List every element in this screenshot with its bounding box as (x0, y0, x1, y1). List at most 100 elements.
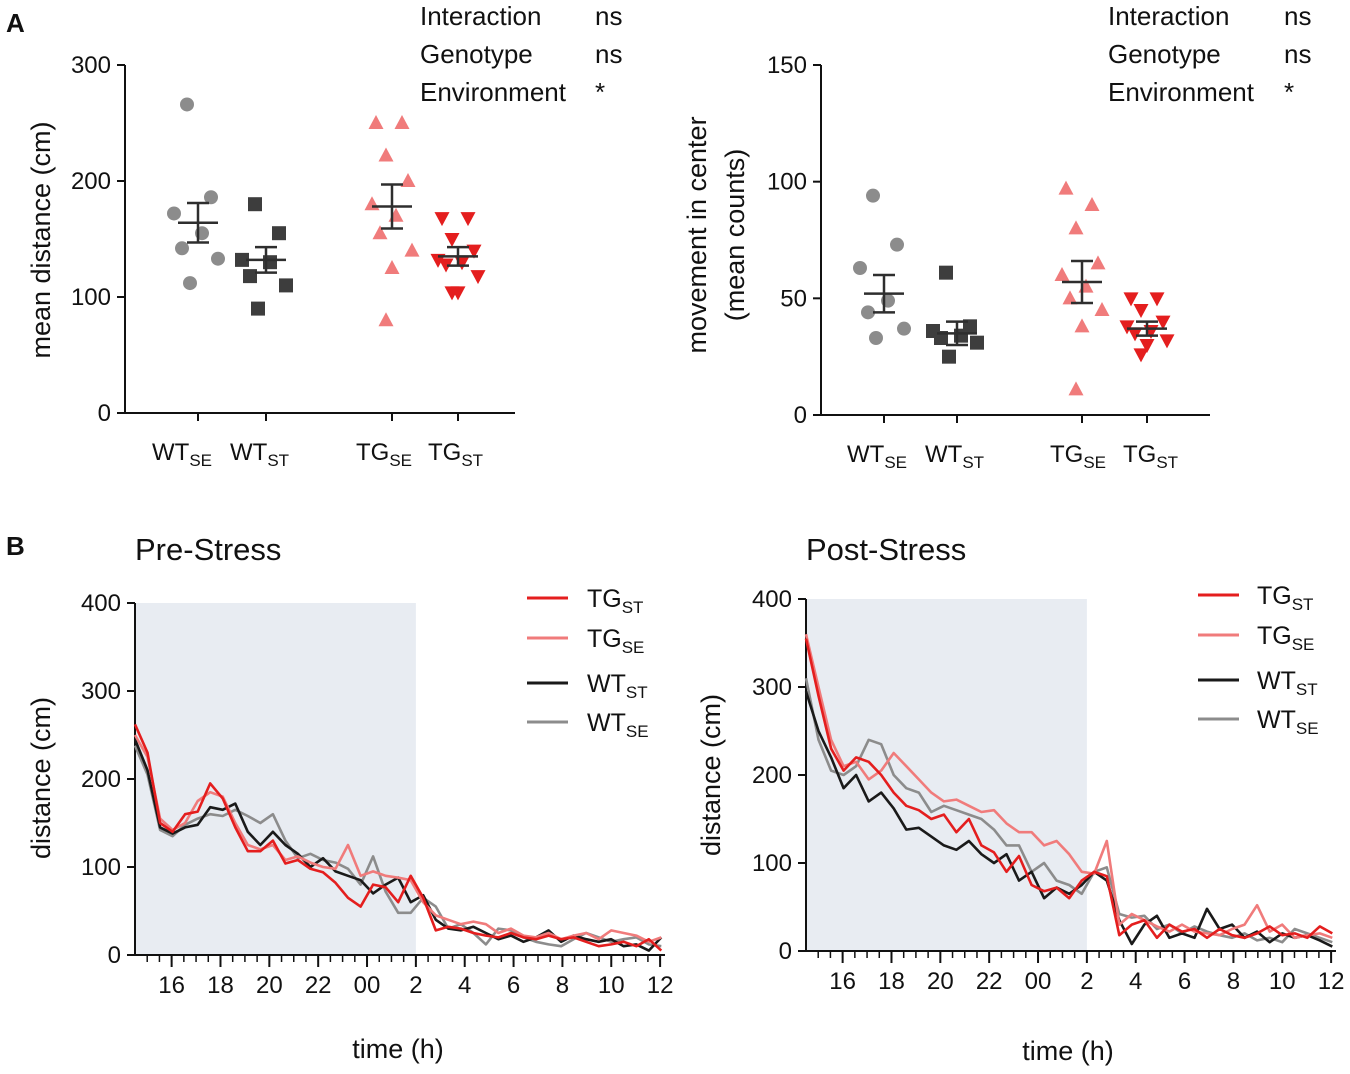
data-point (204, 190, 218, 205)
data-point (853, 261, 867, 275)
data-point (378, 312, 394, 327)
panel-letter-a: A (6, 8, 25, 38)
data-point (180, 97, 194, 112)
y-axis-label: movement in center (682, 116, 712, 353)
legend: TGST TGSE WTST WTSE (1198, 582, 1319, 738)
x-tick-label: 22 (305, 972, 332, 999)
scatter-chart-center-movement: movement in center (mean counts) Interac… (682, 1, 1311, 472)
x-tick-label: 00 (354, 972, 381, 999)
legend-label: TGST (587, 585, 643, 617)
legend: TGST TGSE WTST WTSE (527, 585, 649, 741)
data-point (970, 335, 984, 350)
x-tick-label: 8 (1227, 968, 1240, 995)
group-label: WTST (230, 439, 289, 470)
legend-label: TGSE (587, 625, 644, 657)
x-tick-label: 2 (409, 972, 422, 999)
x-tick-label: 20 (256, 972, 283, 999)
data-point (466, 244, 482, 259)
data-point (444, 286, 460, 301)
x-tick-label: 00 (1025, 968, 1052, 995)
line-chart-pre-stress: Pre-Stress distance (cm) time (h) TGST T… (26, 532, 673, 1064)
data-point (368, 115, 384, 129)
series-line-tg-st (133, 723, 663, 952)
x-tick-label: 12 (647, 972, 674, 999)
stat-value: ns (595, 39, 622, 69)
x-tick-label: 10 (598, 972, 625, 999)
group-label: TGST (428, 439, 483, 470)
y-tick-label: 50 (780, 285, 807, 312)
data-point (175, 241, 189, 256)
data-point (939, 265, 953, 280)
y-axis-label: distance (cm) (696, 694, 726, 856)
y-tick-label: 100 (81, 854, 121, 881)
data-point (248, 197, 262, 212)
data-point (1119, 320, 1135, 335)
group-label: TGST (1123, 441, 1178, 472)
legend-label: WTSE (587, 709, 649, 741)
data-point (1159, 334, 1175, 349)
data-point (1133, 304, 1149, 318)
y-axis-label: distance (cm) (26, 697, 56, 859)
y-tick-label: 400 (752, 586, 792, 613)
x-tick-label: 4 (1129, 968, 1142, 995)
scatter-chart-mean-distance: mean distance (cm) Interaction ns Genoty… (26, 1, 622, 470)
legend-label: WTST (1257, 667, 1318, 699)
data-point (866, 188, 880, 203)
group-label: TGSE (1050, 441, 1106, 472)
stat-label: Interaction (1108, 1, 1229, 31)
data-point (470, 270, 486, 285)
y-tick-label: 200 (752, 762, 792, 789)
data-point (394, 115, 410, 129)
x-tick-label: 4 (458, 972, 471, 999)
legend-label: TGST (1257, 582, 1313, 614)
data-point (444, 233, 460, 247)
y-axis-label-units: (mean counts) (720, 149, 750, 322)
chart-title: Pre-Stress (135, 532, 281, 567)
x-tick-label: 6 (1178, 968, 1191, 995)
group-label: WTSE (847, 441, 907, 472)
stat-value: * (1284, 77, 1294, 107)
panel-letter-b: B (6, 531, 25, 561)
group-label: WTST (925, 441, 984, 472)
data-point (434, 212, 450, 227)
x-tick-label: 2 (1080, 968, 1093, 995)
x-tick-label: 18 (207, 972, 234, 999)
legend-label: WTST (587, 670, 648, 702)
group-label: WTSE (152, 439, 212, 470)
series-line-tg-st (804, 638, 1333, 940)
series-line-wt-se (133, 745, 662, 948)
chart-title: Post-Stress (806, 532, 966, 567)
y-tick-label: 200 (71, 168, 111, 195)
series-line-wt-se (804, 677, 1333, 944)
x-axis-label: time (h) (352, 1034, 444, 1064)
data-point (1094, 302, 1110, 316)
data-point (372, 225, 388, 240)
data-point (404, 242, 420, 257)
y-tick-label: 200 (81, 766, 121, 793)
x-axis-group-labels: WTSE WTST TGSE TGST (152, 439, 483, 470)
data-point (384, 260, 400, 274)
data-point (272, 226, 286, 241)
stat-value: ns (1284, 1, 1311, 31)
y-tick-label: 100 (767, 169, 807, 196)
y-axis-label: mean distance (cm) (26, 121, 56, 358)
x-axis-label: time (h) (1022, 1036, 1114, 1066)
stat-value: ns (1284, 39, 1311, 69)
stats-legend: Interaction ns Genotype ns Environment * (1108, 1, 1311, 107)
y-tick-label: 0 (794, 402, 807, 429)
series-line-tg-se (804, 633, 1333, 940)
y-tick-label: 0 (98, 400, 111, 427)
stat-label: Environment (1108, 77, 1255, 107)
data-point (1090, 255, 1106, 270)
data-point (1149, 292, 1165, 307)
data-point (438, 258, 454, 273)
y-tick-label: 0 (779, 938, 792, 965)
data-point (211, 251, 225, 266)
data-point (897, 321, 911, 336)
data-point (1054, 267, 1070, 281)
y-tick-label: 100 (752, 850, 792, 877)
stat-label: Interaction (420, 1, 541, 31)
data-point (1068, 220, 1084, 235)
data-point (400, 173, 416, 187)
data-point (1084, 197, 1100, 211)
